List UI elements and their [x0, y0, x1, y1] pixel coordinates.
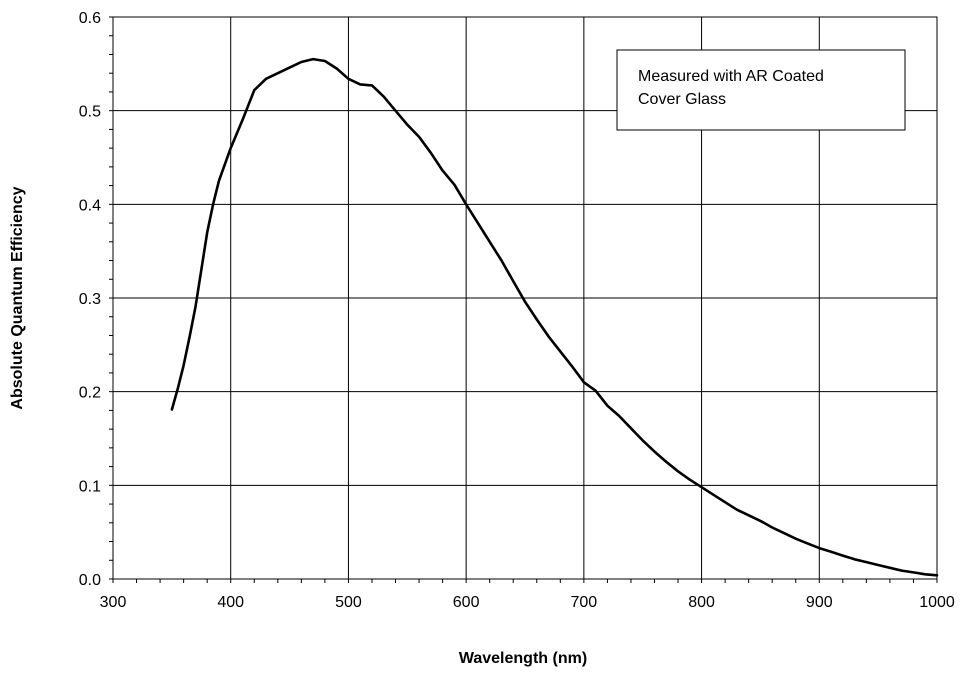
y-tick-label-2: 0.2 [79, 385, 101, 402]
x-tick-label-4: 700 [571, 594, 598, 611]
annotation-line-2: Cover Glass [638, 91, 726, 108]
y-tick-label-3: 0.3 [79, 291, 101, 308]
x-tick-label-0: 300 [100, 594, 127, 611]
x-tick-label-6: 900 [806, 594, 833, 611]
x-tick-label-7: 1000 [919, 594, 955, 611]
ticks-group [109, 16, 938, 583]
y-tick-label-4: 0.4 [79, 197, 101, 214]
x-tick-label-2: 500 [335, 594, 362, 611]
y-tick-label-6: 0.6 [79, 10, 101, 27]
tick-labels-group: 300 400 500 600 700 800 900 1000 0.0 0.1 0.2 0.3 0.4… [79, 10, 955, 611]
series-line [170, 57, 939, 577]
y-tick-label-0: 0.0 [79, 572, 101, 589]
y-axis-title: Absolute Quantum Efficiency [9, 186, 26, 409]
y-tick-label-1: 0.1 [79, 478, 101, 495]
plot-frame [112, 16, 938, 580]
annotation-box-frame [616, 49, 906, 131]
y-tick-label-5: 0.5 [79, 104, 101, 121]
annotation-line-1: Measured with AR Coated [638, 68, 824, 85]
x-tick-label-1: 400 [217, 594, 244, 611]
annotation-box: Measured with AR Coated Cover Glass [616, 49, 906, 131]
x-tick-label-5: 800 [688, 594, 715, 611]
x-tick-label-3: 600 [453, 594, 480, 611]
x-axis-title: Wavelength (nm) [459, 650, 587, 667]
